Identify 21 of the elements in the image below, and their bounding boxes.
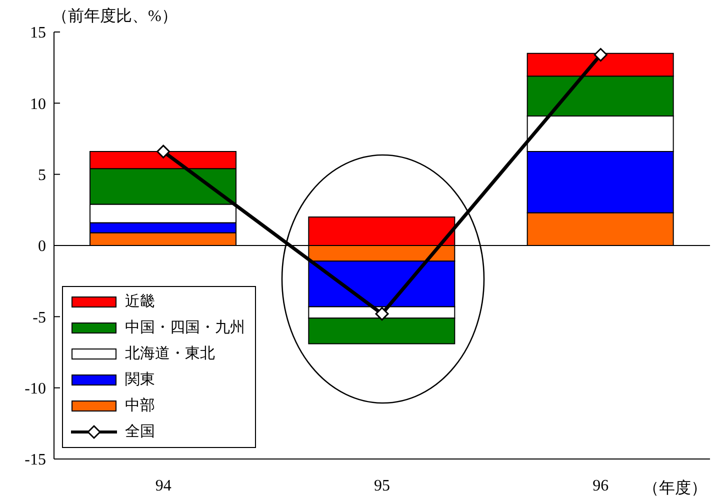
x-tick-label: 94	[155, 477, 172, 494]
legend-label: 北海道・東北	[125, 344, 215, 364]
point	[594, 48, 608, 62]
y-axis-title: （前年度比、%）	[52, 6, 178, 27]
y-tick-label: 0	[38, 238, 46, 256]
legend-label: 中部	[125, 396, 155, 416]
x-tick-label: 96	[592, 477, 609, 494]
y-tick-label: 15	[30, 24, 46, 42]
y-tick-label: -10	[24, 380, 46, 398]
x-axis-title: （年度）	[643, 478, 707, 499]
point	[375, 307, 389, 321]
point	[156, 144, 170, 158]
y-tick-label: -5	[32, 309, 46, 326]
legend-label: 全国	[125, 423, 155, 442]
y-tick-label: 10	[30, 96, 46, 113]
legend-label: 中国・四国・九州	[125, 318, 245, 338]
y-tick-label: 5	[38, 167, 46, 184]
y-tick-label: -15	[24, 452, 46, 469]
x-tick-label: 95	[374, 477, 390, 494]
legend-label: 関東	[125, 370, 155, 390]
legend-label: 近畿	[125, 292, 155, 312]
